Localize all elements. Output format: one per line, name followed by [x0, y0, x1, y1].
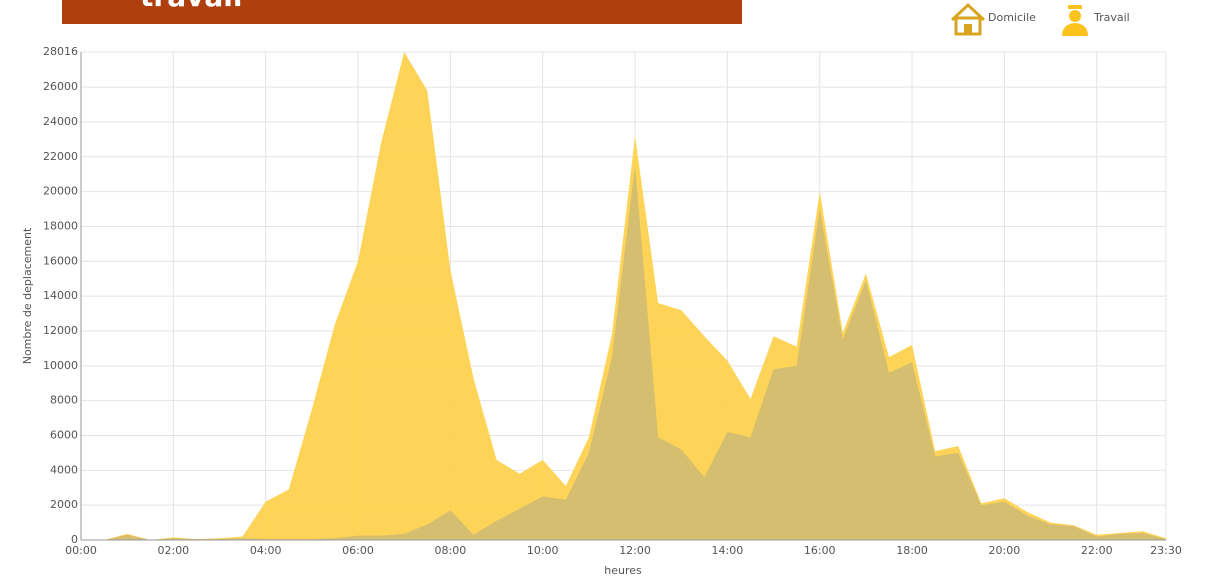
x-tick-label: 18:00	[896, 544, 928, 557]
x-axis-title: heures	[604, 564, 642, 577]
y-tick-label: 8000	[50, 394, 78, 407]
legend-icon-home	[950, 2, 986, 36]
x-tick-label: 12:00	[619, 544, 651, 557]
x-tick-label: 20:00	[989, 544, 1021, 557]
x-tick-label: 08:00	[435, 544, 467, 557]
x-tick-label: 22:00	[1081, 544, 1113, 557]
title-bar	[62, 0, 742, 24]
y-tick-label: 14000	[43, 289, 78, 302]
y-tick-label: 0	[71, 533, 78, 546]
y-tick-label: 4000	[50, 463, 78, 476]
y-tick-label: 18000	[43, 219, 78, 232]
legend-label: Travail	[1093, 11, 1130, 24]
x-tick-label: 14:00	[712, 544, 744, 557]
area	[81, 165, 1166, 541]
y-tick-label: 12000	[43, 324, 78, 337]
x-tick-label: 02:00	[157, 544, 189, 557]
legend-icon-worker	[1062, 5, 1088, 36]
y-tick-label: 16000	[43, 254, 78, 267]
x-tick-label: 00:00	[65, 544, 97, 557]
chart-title: travail	[140, 0, 242, 13]
y-tick-label: 20000	[43, 185, 78, 198]
y-tick-label: 24000	[43, 115, 78, 128]
x-tick-label: 23:30	[1150, 544, 1182, 557]
x-tick-label: 06:00	[342, 544, 374, 557]
y-tick-label: 22000	[43, 150, 78, 163]
y-tick-label: 6000	[50, 428, 78, 441]
x-tick-label: 16:00	[804, 544, 836, 557]
y-tick-label: 26000	[43, 80, 78, 93]
y-tick-label: 28016	[43, 45, 78, 58]
legend-label: Domicile	[988, 11, 1036, 24]
y-tick-label: 2000	[50, 498, 78, 511]
x-tick-label: 04:00	[250, 544, 282, 557]
y-axis-title: Nombre de deplacement	[21, 227, 34, 364]
x-tick-label: 10:00	[527, 544, 559, 557]
y-tick-label: 10000	[43, 359, 78, 372]
